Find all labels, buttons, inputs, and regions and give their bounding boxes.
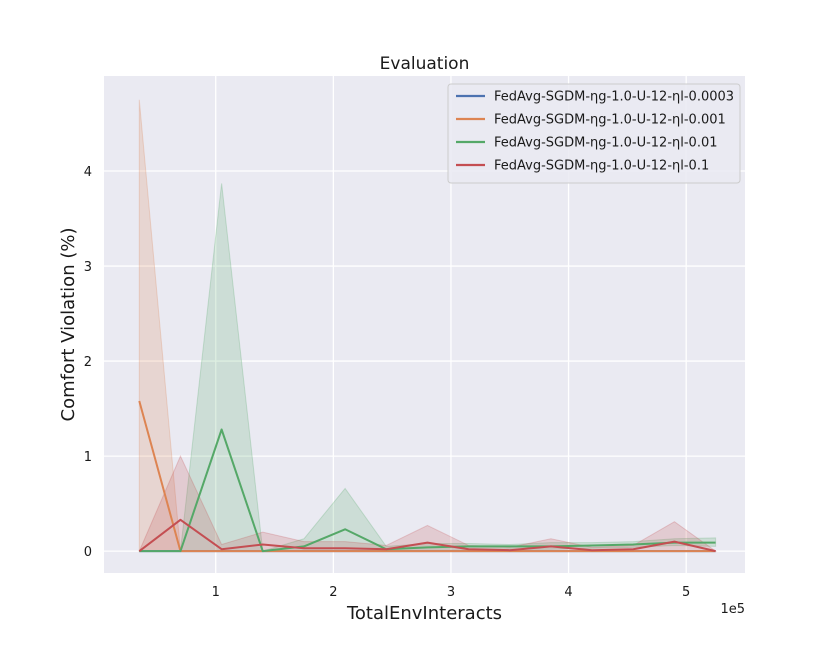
- y-tick-label: 2: [84, 355, 92, 370]
- x-tick-label: 1: [212, 585, 220, 600]
- legend-box: [447, 83, 741, 184]
- series-line: [138, 518, 716, 553]
- y-tick-labels: 0 1 2 3 4: [84, 165, 92, 560]
- x-tick-labels: 1 2 3 4 5: [212, 585, 691, 600]
- x-tick-label: 2: [329, 585, 337, 600]
- series-line: [138, 400, 716, 553]
- legend: FedAvg-SGDM-ηg-1.0-U-12-ηl-0.0003 FedAvg-…: [447, 83, 741, 184]
- y-tick-label: 3: [84, 260, 92, 275]
- y-tick-label: 1: [84, 450, 92, 465]
- x-tick-label: 4: [564, 585, 572, 600]
- series-line: [139, 428, 716, 553]
- x-axis-label: TotalEnvInteracts: [346, 603, 502, 624]
- series-lines: [138, 400, 716, 553]
- legend-label: FedAvg-SGDM-ηg-1.0-U-12-ηl-0.001: [494, 113, 726, 128]
- legend-label: FedAvg-SGDM-ηg-1.0-U-12-ηl-0.0003: [494, 90, 734, 105]
- x-tick-label: 5: [682, 585, 690, 600]
- legend-label: FedAvg-SGDM-ηg-1.0-U-12-ηl-0.01: [494, 136, 718, 151]
- y-axis-label: Comfort Violation (%): [58, 228, 79, 422]
- y-tick-label: 0: [84, 545, 92, 560]
- y-tick-label: 4: [84, 165, 92, 180]
- x-scale-offset: 1e5: [720, 602, 745, 617]
- legend-label: FedAvg-SGDM-ηg-1.0-U-12-ηl-0.1: [494, 159, 709, 174]
- x-tick-label: 3: [447, 585, 455, 600]
- chart-title: Evaluation: [380, 54, 470, 74]
